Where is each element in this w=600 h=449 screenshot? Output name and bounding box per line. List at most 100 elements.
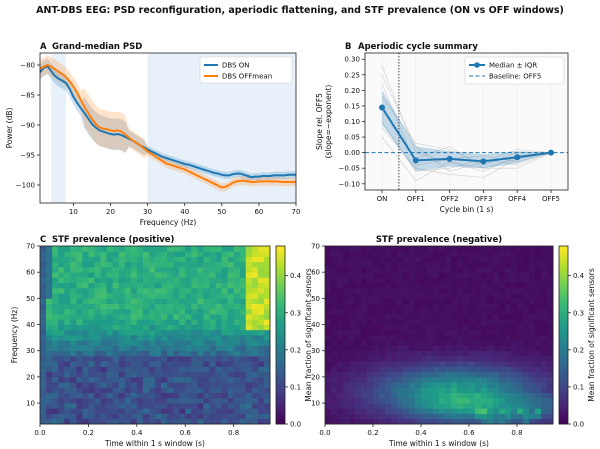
heatmap-cell: [397, 282, 404, 289]
heatmap-cell: [197, 340, 204, 346]
heatmap-cell: [349, 261, 356, 268]
heatmap-cell: [331, 314, 338, 320]
heatmap-cell: [529, 293, 536, 299]
heatmap-cell: [245, 408, 253, 414]
heatmap-cell: [82, 413, 89, 420]
heatmap-cell: [403, 408, 410, 414]
colorbar-step: [559, 412, 568, 416]
heatmap-cell: [529, 413, 536, 420]
heatmap-cell: [185, 350, 192, 357]
heatmap-cell: [523, 282, 530, 289]
heatmap-cell: [112, 408, 120, 414]
heatmap-cell: [469, 324, 476, 331]
heatmap-cell: [245, 340, 253, 346]
heatmap-cell: [46, 298, 53, 304]
colorbar-step: [276, 323, 285, 327]
heatmap-cell: [445, 371, 452, 378]
heatmap-cell: [173, 298, 180, 304]
heatmap-cell: [40, 246, 47, 252]
heatmap-cell: [421, 287, 428, 294]
heatmap-cell: [349, 282, 356, 289]
heatmap-cell: [325, 350, 332, 357]
heatmap-cell: [245, 261, 253, 268]
heatmap-cell: [445, 272, 452, 278]
heatmap-cell: [227, 329, 235, 336]
heatmap-cell: [475, 246, 482, 252]
heatmap-cell: [64, 361, 71, 367]
heatmap-cell: [349, 335, 356, 341]
heatmap-cell: [88, 329, 95, 336]
heatmap-cell: [209, 397, 216, 404]
heatmap-cell: [457, 308, 464, 315]
colorbar-step: [276, 302, 285, 306]
heatmap-cell: [197, 366, 204, 373]
heatmap-cell: [331, 246, 338, 252]
heatmap-cell: [185, 293, 192, 299]
heatmap-cell: [379, 376, 386, 383]
heatmap-cell: [173, 251, 180, 257]
heatmap-cell: [130, 361, 138, 367]
heatmap-cell: [179, 366, 186, 373]
heatmap-cell: [118, 350, 126, 357]
heatmap-cell: [343, 371, 350, 378]
heatmap-cell: [397, 382, 404, 388]
heatmap-cell: [439, 355, 446, 362]
heatmap-cell: [361, 350, 368, 357]
heatmap-cell: [227, 277, 235, 284]
heatmap-cell: [529, 340, 536, 346]
heatmap-cell: [191, 319, 198, 325]
heatmap-cell: [469, 266, 476, 273]
y-axis-label-line2: (slope=−exponent): [324, 85, 333, 159]
heatmap-cell: [191, 303, 198, 310]
heatmap-cell: [397, 272, 404, 278]
heatmap-cell: [457, 314, 464, 320]
heatmap-cell: [427, 298, 434, 304]
heatmap-cell: [487, 403, 494, 409]
heatmap-cell: [58, 387, 65, 393]
heatmap-cell: [245, 277, 253, 284]
heatmap-cell: [403, 287, 410, 294]
heatmap-cell: [130, 308, 138, 315]
heatmap-cell: [415, 366, 422, 373]
heatmap-cell: [511, 355, 518, 362]
heatmap-cell: [100, 397, 107, 404]
heatmap-cell: [155, 361, 162, 367]
heatmap-cell: [535, 345, 542, 352]
heatmap-cell: [136, 397, 144, 404]
heatmap-cell: [124, 319, 132, 325]
heatmap-cell: [499, 408, 506, 414]
heatmap-cell: [469, 251, 476, 257]
heatmap-cell: [257, 355, 265, 362]
heatmap-cell: [179, 272, 186, 278]
heatmap-cell: [517, 366, 524, 373]
heatmap-cell: [391, 382, 398, 388]
heatmap-cell: [70, 371, 77, 378]
heatmap-cell: [349, 376, 356, 383]
heatmap-cell: [167, 387, 174, 393]
heatmap-cell: [523, 387, 530, 393]
heatmap-cell: [245, 251, 253, 257]
heatmap-cell: [475, 324, 482, 331]
heatmap-cell: [493, 418, 500, 425]
heatmap-cell: [203, 382, 210, 388]
heatmap-cell: [100, 387, 107, 393]
heatmap-cell: [415, 382, 422, 388]
heatmap-cell: [257, 277, 265, 284]
heatmap-cell: [161, 403, 168, 409]
heatmap-cell: [64, 314, 71, 320]
heatmap-cell: [173, 413, 180, 420]
heatmap-cell: [397, 324, 404, 331]
heatmap-cell: [100, 329, 107, 336]
heatmap-cell: [517, 266, 524, 273]
heatmap-cell: [463, 376, 470, 383]
heatmap-cell: [227, 345, 235, 352]
heatmap-cell: [481, 277, 488, 284]
heatmap-cell: [457, 293, 464, 299]
heatmap-cell: [130, 287, 138, 294]
heatmap-cell: [263, 293, 271, 299]
heatmap-cell: [46, 408, 53, 414]
heatmap-cell: [263, 387, 271, 393]
heatmap-cell: [203, 303, 210, 310]
heatmap-cell: [76, 340, 83, 346]
heatmap-cell: [499, 371, 506, 378]
